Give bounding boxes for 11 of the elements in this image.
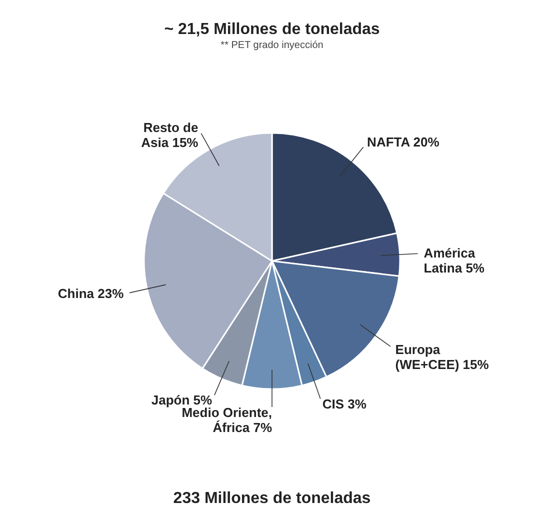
chart-subtitle: ** PET grado inyección <box>220 40 324 51</box>
chart-title: ~ 21,5 Millones de toneladas <box>164 21 380 38</box>
slice-label: Europa (WE+CEE) 15% <box>395 342 490 372</box>
slice-label: China 23% <box>58 286 124 302</box>
slice-label: NAFTA 20% <box>367 134 440 150</box>
slice-label: Japón 5% <box>151 392 212 408</box>
slice-label: América Latina 5% <box>424 245 485 276</box>
slice-label: Medio Oriente, África 7% <box>182 405 272 435</box>
slice-label: Resto de Asia 15% <box>141 120 199 150</box>
text: 233 Millones de toneladas <box>173 490 371 507</box>
slice-label: CIS 3% <box>322 396 367 412</box>
